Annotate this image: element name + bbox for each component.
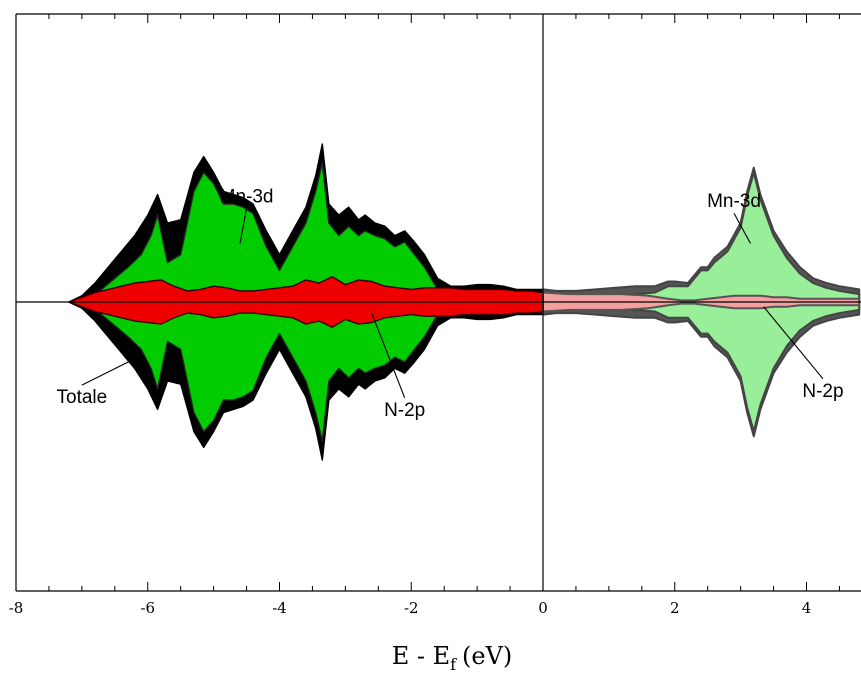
x-axis-label: E - Ef (eV) [392,642,513,674]
x-axis-label-main: E - E [392,642,450,670]
annotation-leader [239,208,248,244]
annotations: Mn-3d Mn-3d Totale N-2p N-2p [57,186,844,420]
annotation-label: N-2p [384,400,425,421]
plot-frame [15,13,861,592]
annotation-label: Totale [57,387,108,408]
annotation-label: Mn-3d [220,186,274,207]
annotation-label: Mn-3d [707,191,761,212]
x-tick-label: -2 [404,599,419,617]
x-tick-label: -4 [272,599,287,617]
annotation-leader [81,359,132,386]
annotation-leader [371,312,406,398]
annotation-n2p-left: N-2p [371,312,425,421]
x-ticks: -8 -6 -4 -2 0 2 4 [9,14,840,617]
x-tick-label: -8 [9,599,24,617]
x-tick-label: 0 [538,599,548,617]
x-tick-label: 2 [670,599,680,617]
x-axis-label-unit: (eV) [462,642,512,670]
annotation-totale: Totale [57,359,132,408]
annotation-n2p-right: N-2p [763,306,844,402]
annotation-label: N-2p [802,381,843,402]
x-axis-label-subscript: f [450,655,457,674]
annotation-leader [763,306,824,380]
x-tick-label: -6 [140,599,155,617]
annotation-mn3d-right: Mn-3d [707,191,761,244]
annotation-mn3d-left: Mn-3d [220,186,274,244]
x-tick-label: 4 [802,599,812,617]
annotation-leader [733,212,751,244]
